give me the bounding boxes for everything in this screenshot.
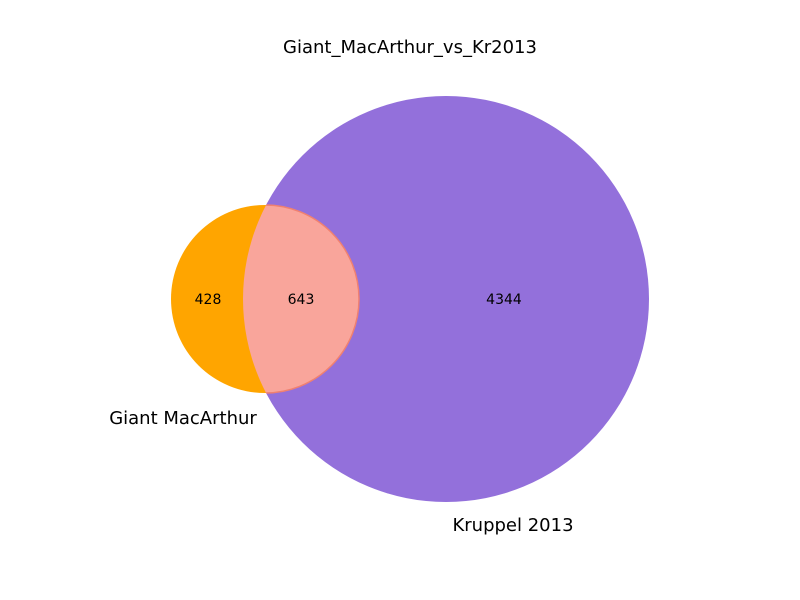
count-giant-macarthur-only: 428 xyxy=(195,292,222,308)
set-circle-kruppel-2013 xyxy=(243,96,649,502)
count-intersection: 643 xyxy=(288,292,315,308)
count-kruppel-2013-only: 4344 xyxy=(486,292,522,308)
set-label-giant-macarthur: Giant MacArthur xyxy=(109,408,257,429)
chart-title: Giant_MacArthur_vs_Kr2013 xyxy=(283,37,537,58)
set-label-kruppel-2013: Kruppel 2013 xyxy=(452,515,573,536)
